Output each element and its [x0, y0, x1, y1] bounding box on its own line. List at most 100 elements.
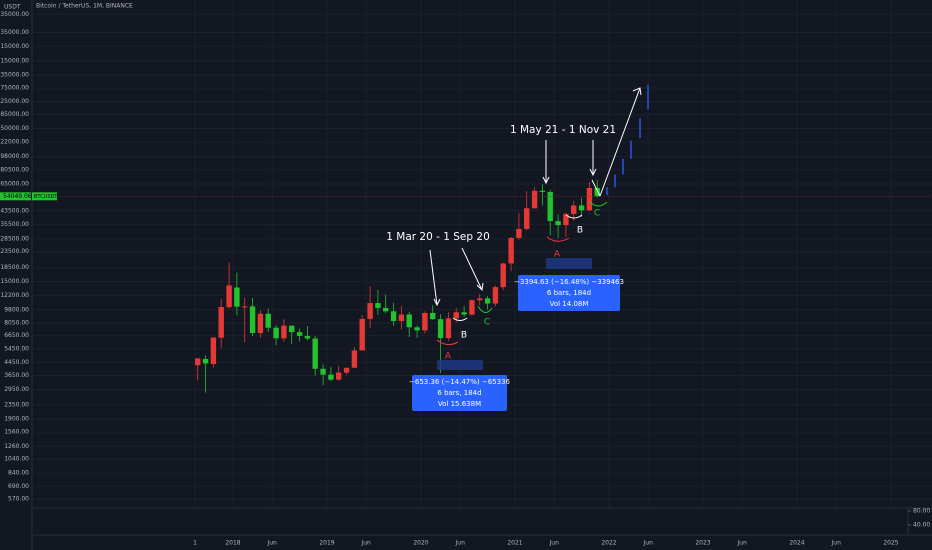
arc	[589, 201, 608, 207]
arc	[477, 305, 493, 313]
measure-range	[437, 360, 483, 370]
y-tick-label: 335000.00	[0, 72, 29, 79]
candle-body	[461, 312, 467, 315]
x-tick-label: 2022	[601, 540, 616, 547]
candle-body	[265, 313, 271, 328]
y-tick-label: 5450.00	[4, 345, 29, 352]
y-tick-label: 35500.00	[0, 221, 29, 228]
drawings	[429, 87, 642, 346]
x-tick-label: 2024	[789, 540, 804, 547]
x-tick-label: 2018	[225, 540, 240, 547]
current-price-tag	[0, 192, 31, 201]
arrow	[461, 247, 484, 292]
y-tick-label: 835000.00	[0, 11, 29, 18]
y-tick-label: 570.00	[8, 496, 29, 503]
y-tick-label: 1040.00	[4, 456, 29, 463]
arc	[452, 317, 468, 321]
arrow	[589, 140, 597, 177]
candle-body	[351, 350, 358, 368]
arrow	[542, 140, 550, 185]
y-tick-label: 515000.00	[0, 43, 29, 50]
header: Bitcoin / TetherUS, 1M, BINANCE	[36, 3, 133, 10]
y-tick-label: 6650.00	[4, 332, 29, 339]
candle-body	[586, 187, 593, 211]
wave-label: C	[484, 318, 490, 328]
candle-body	[273, 327, 279, 339]
current-price-label: 54049.06	[3, 193, 32, 200]
x-tick-label: 2020	[413, 540, 428, 547]
y-tick-label: 1260.00	[4, 443, 29, 450]
candle-body	[453, 312, 459, 319]
y-tick-label: 8050.00	[4, 319, 29, 326]
candle-body	[571, 205, 577, 214]
y-tick-label: 275000.00	[0, 85, 29, 92]
candle-body	[516, 228, 522, 238]
candle-body	[539, 190, 546, 192]
y-tick-label: 690.00	[8, 483, 29, 490]
y-tick-label: 185000.00	[0, 111, 29, 118]
arrow	[591, 179, 601, 197]
candle-body	[367, 303, 373, 319]
candle-body	[328, 374, 334, 380]
candle-body	[555, 221, 561, 226]
measure-box	[412, 375, 507, 411]
candle-body	[257, 313, 264, 333]
measure-bars: 6 bars, 184d	[437, 389, 481, 397]
x-tick-label: Jun	[831, 540, 842, 547]
x-tick-label: Jun	[549, 540, 560, 547]
candle-body	[304, 335, 311, 339]
candle-body	[289, 325, 295, 333]
candle-body	[320, 368, 326, 375]
measure-volume: Vol 15.638M	[438, 400, 481, 408]
x-tick-label: Jun	[643, 540, 654, 547]
candle-body	[194, 358, 201, 366]
x-tick-label: 2021	[507, 540, 522, 547]
candle-body	[281, 325, 287, 339]
candle-body	[296, 332, 303, 336]
candle-body	[563, 213, 569, 226]
candle-body	[383, 307, 389, 312]
y-tick-label: 3650.00	[4, 372, 29, 379]
candle-body	[484, 298, 491, 304]
y-tick-label: 2350.00	[4, 401, 29, 408]
candle-body	[234, 287, 240, 307]
y-tick-label: 98000.00	[0, 153, 29, 160]
arc	[565, 214, 583, 219]
candle-body	[249, 306, 256, 333]
axes: 835000.00 635000.00 515000.00 415000.00 3350…	[0, 11, 930, 547]
candle-body	[594, 187, 600, 197]
candle-body	[508, 237, 514, 264]
x-tick-label: Jun	[360, 540, 371, 547]
candle-body	[437, 319, 444, 339]
y-tick-label: 9800.00	[4, 306, 29, 313]
y-tick-label: 122000.00	[0, 139, 29, 146]
arrow	[599, 87, 642, 197]
candle-body	[210, 337, 217, 365]
annotation: 1 Mar 20 - 1 Sep 20	[386, 231, 490, 243]
symbol-tag	[32, 192, 57, 201]
candle-body	[336, 372, 342, 380]
y-tick-label: 23500.00	[0, 248, 29, 255]
candle-body	[414, 327, 420, 331]
candle-body	[524, 208, 530, 229]
candle-body	[469, 300, 475, 315]
candle-body	[430, 312, 436, 320]
measure-bars: 6 bars, 184d	[547, 289, 591, 297]
candle-body	[578, 205, 585, 211]
candle-body	[343, 367, 350, 373]
y-tick-label: 1900.00	[4, 415, 29, 422]
candle-body	[500, 263, 506, 288]
x-tick-label: Jun	[455, 540, 466, 547]
candle-body	[375, 303, 381, 308]
wave-label: A	[445, 352, 452, 362]
wave-label: C	[594, 209, 600, 219]
x-tick-label: 2025	[883, 540, 898, 547]
y-tick-label: 150000.00	[0, 125, 29, 132]
x-tick-label: 2019	[319, 540, 334, 547]
candle-body	[359, 318, 365, 351]
y-tick-label: 28500.00	[0, 235, 29, 242]
pane-tick-label: 80.00	[913, 508, 930, 515]
candle-body	[406, 314, 412, 328]
y-tick-label: 18500.00	[0, 264, 29, 271]
